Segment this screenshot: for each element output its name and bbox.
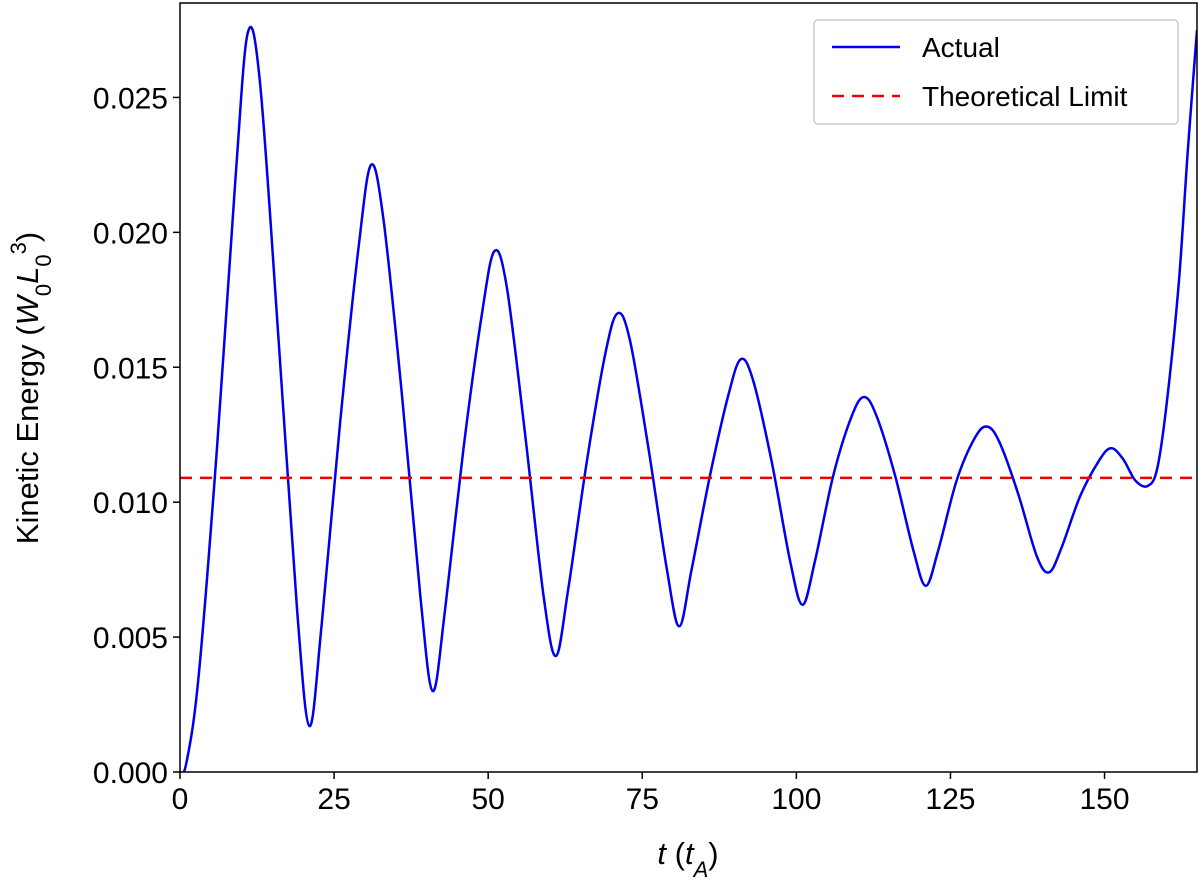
x-tick-label: 150: [1080, 783, 1130, 816]
y-tick-label: 0.025: [93, 82, 168, 115]
y-tick-label: 0.015: [93, 352, 168, 385]
y-tick-label: 0.005: [93, 622, 168, 655]
x-tick-label: 100: [771, 783, 821, 816]
x-tick-label: 0: [172, 783, 189, 816]
series-line-actual: [180, 25, 1197, 772]
legend-label-theoretical-limit: Theoretical Limit: [922, 81, 1128, 112]
x-tick-label: 125: [925, 783, 975, 816]
y-tick-label: 0.010: [93, 487, 168, 520]
y-tick-label: 0.020: [93, 217, 168, 250]
plot-frame: [179, 2, 1198, 773]
x-axis-label: t (tA): [657, 836, 718, 878]
x-tick-label: 75: [626, 783, 659, 816]
y-tick-label: 0.000: [93, 757, 168, 790]
legend-label-actual: Actual: [922, 32, 1000, 63]
y-axis-label: Kinetic Energy (W0L03): [6, 232, 56, 544]
x-tick-label: 25: [317, 783, 350, 816]
x-tick-label: 50: [471, 783, 504, 816]
legend: Actual Theoretical Limit: [813, 19, 1179, 125]
legend-box: [813, 19, 1179, 125]
